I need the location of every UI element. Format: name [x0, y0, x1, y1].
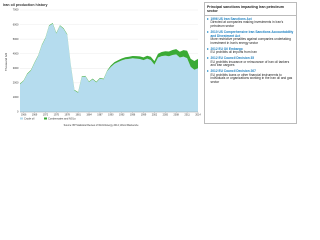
- chart: Iran oil production history Thousand b/d…: [3, 3, 201, 127]
- item-heading: 2012 EU Council Decision 267: [210, 68, 256, 73]
- x-tick-label: 1966: [21, 114, 27, 117]
- arrow-icon: [207, 57, 209, 60]
- y-tick-label: 6000: [13, 22, 19, 26]
- y-tick-label: 2000: [13, 81, 19, 85]
- arrow-icon: [207, 70, 209, 73]
- x-tick-label: 2005: [163, 114, 169, 117]
- item-heading: 2010 US Comprehensive Iran Sanctions Acc…: [210, 29, 294, 38]
- item-text: EU prohibits loans or other financial in…: [210, 72, 293, 85]
- x-tick-label: 1981: [75, 114, 81, 117]
- x-tick-label: 1978: [65, 114, 71, 117]
- y-tick-label: 5000: [13, 37, 19, 41]
- x-tick-label: 1993: [119, 114, 125, 117]
- item-body: 1996 US Iran Sanctions Act Directed at co…: [210, 16, 295, 30]
- x-tick-label: 1975: [54, 114, 60, 117]
- x-tick-label: 1987: [97, 114, 103, 117]
- sanction-item: 2010 US Comprehensive Iran Sanctions Acc…: [205, 29, 296, 46]
- legend-swatch: [44, 117, 47, 120]
- x-tick-label: 1999: [141, 114, 147, 117]
- area: [20, 23, 198, 113]
- item-text: Directed at companies making investments…: [210, 20, 284, 29]
- item-body: 2012 EU Oil Embargo EU prohibits oil impo…: [210, 46, 257, 56]
- x-tick-label: 1984: [86, 114, 92, 117]
- sanction-item: 1996 US Iran Sanctions Act Directed at co…: [205, 16, 296, 29]
- y-tick-label: 0: [17, 110, 19, 114]
- panel-title: Principal sanctions impacting Iran petro…: [205, 3, 296, 17]
- sanction-item: 2012 EU Oil Embargo EU prohibits oil impo…: [205, 46, 296, 55]
- arrow-icon: [207, 48, 209, 51]
- item-text: More restrictive penalties against compa…: [210, 37, 291, 46]
- x-tick-label: 1990: [108, 114, 114, 117]
- y-axis-label: Thousand b/d: [4, 53, 8, 72]
- chart-title: Iran oil production history: [3, 3, 48, 7]
- item-heading: 2012 EU Oil Embargo: [210, 46, 243, 51]
- y-tick-label: 4000: [13, 51, 19, 55]
- item-body: 2012 EU Council Decision 35 EU prohibits …: [210, 55, 295, 69]
- x-tick-label: 2008: [174, 114, 180, 117]
- legend-swatch: [20, 117, 23, 120]
- arrow-icon: [207, 18, 209, 21]
- y-tick-label: 3000: [13, 66, 19, 70]
- item-heading: 2012 EU Council Decision 35: [210, 55, 255, 60]
- sanction-item: 2012 EU Council Decision 35 EU prohibits …: [205, 55, 296, 68]
- source-note: Source: BP Statistical Review of World E…: [64, 124, 139, 127]
- legend-label: Condensates and NGLs: [48, 116, 76, 120]
- x-tick-label: 1996: [130, 114, 136, 117]
- item-text: EU prohibits insurance or reinsurance of…: [210, 59, 290, 68]
- y-tick-label: 7000: [13, 8, 19, 12]
- x-tick-label: 2014: [195, 114, 201, 117]
- item-heading: 1996 US Iran Sanctions Act: [210, 16, 252, 21]
- y-tick-label: 1000: [13, 95, 19, 99]
- arrow-icon: [207, 31, 209, 34]
- item-text: EU prohibits oil imports from Iran: [210, 50, 257, 55]
- legend-label: Crude oil: [24, 116, 35, 120]
- x-tick-label: 2002: [152, 114, 158, 117]
- item-body: 2010 US Comprehensive Iran Sanctions Acc…: [210, 29, 295, 46]
- page: Iran oil production history Thousand b/d…: [3, 2, 297, 128]
- item-body: 2012 EU Council Decision 267 EU prohibits…: [210, 68, 295, 85]
- x-tick-label: 2011: [185, 114, 191, 117]
- x-tick-label: 1969: [32, 114, 38, 117]
- sanction-item: 2012 EU Council Decision 267 EU prohibits…: [205, 68, 296, 85]
- sanctions-panel: Principal sanctions impacting Iran petro…: [204, 2, 297, 124]
- x-tick-label: 1972: [43, 114, 49, 117]
